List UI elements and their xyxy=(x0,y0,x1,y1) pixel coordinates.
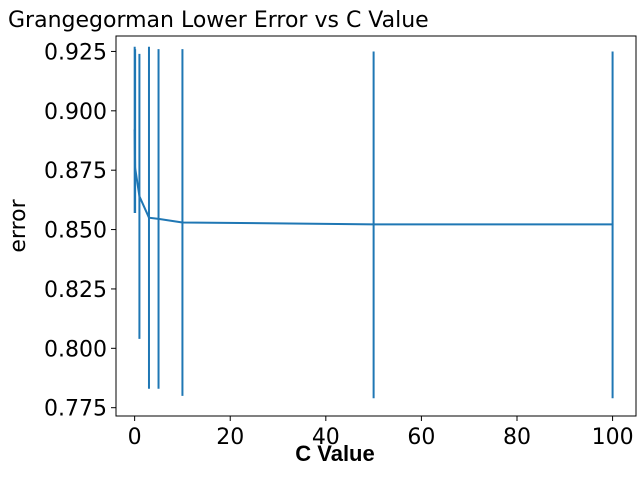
data-point xyxy=(134,166,137,169)
x-tick-label: 0 xyxy=(128,425,142,450)
y-tick-label: 0.875 xyxy=(44,159,107,184)
series-line xyxy=(133,129,613,226)
x-tick-label: 20 xyxy=(216,425,244,450)
axes-frame xyxy=(115,35,637,417)
x-tick-label: 40 xyxy=(312,425,340,450)
data-point xyxy=(147,216,150,219)
data-point xyxy=(157,217,160,220)
x-tick-label: 60 xyxy=(407,425,435,450)
y-tick-label: 0.825 xyxy=(44,278,107,303)
data-point xyxy=(372,223,375,226)
data-point xyxy=(138,195,141,198)
y-tick-label: 0.800 xyxy=(44,337,107,362)
x-axis: 0 20 40 60 80 100 xyxy=(128,416,634,450)
y-axis: 0.775 0.800 0.825 0.850 0.875 0.900 0.925 xyxy=(44,40,116,422)
x-axis-label: C Value xyxy=(295,441,374,466)
y-axis-label: error xyxy=(6,198,31,252)
y-tick-label: 0.925 xyxy=(44,40,107,65)
x-tick-label: 80 xyxy=(503,425,531,450)
data-point xyxy=(181,221,184,224)
data-point xyxy=(611,223,614,226)
x-tick-label: 100 xyxy=(592,425,634,450)
y-tick-label: 0.900 xyxy=(44,100,107,125)
y-tick-label: 0.850 xyxy=(44,219,107,244)
data-point xyxy=(133,128,136,131)
y-tick-label: 0.775 xyxy=(44,397,107,422)
chart-title: Grangegorman Lower Error vs C Value xyxy=(8,8,429,33)
plot-area xyxy=(133,46,614,399)
